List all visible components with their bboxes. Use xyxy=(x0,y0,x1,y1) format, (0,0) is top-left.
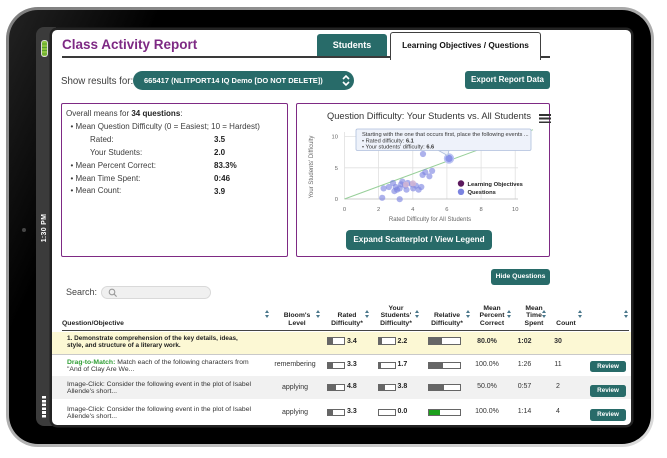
svg-text:• Your students' difficulty:: • Your students' difficulty: 6.6 xyxy=(362,145,434,151)
svg-text:0: 0 xyxy=(343,207,346,213)
svg-text:4: 4 xyxy=(411,207,415,213)
svg-text:Rated Difficulty for All Stude: Rated Difficulty for All Students xyxy=(389,217,471,223)
svg-text:8: 8 xyxy=(479,207,482,213)
svg-text:10: 10 xyxy=(512,207,518,213)
svg-text:Starting with the one that occ: Starting with the one that occurs first,… xyxy=(362,132,529,138)
svg-text:5: 5 xyxy=(335,166,338,172)
svg-text:Questions: Questions xyxy=(468,190,496,196)
svg-text:Learning Objectives: Learning Objectives xyxy=(468,182,523,188)
svg-text:Your Students' Difficulty: Your Students' Difficulty xyxy=(309,136,315,199)
svg-text:• Rated difficulty: 6.1: • Rated difficulty: 6.1 xyxy=(362,138,414,144)
svg-text:6: 6 xyxy=(445,207,448,213)
svg-text:2: 2 xyxy=(377,207,380,213)
svg-text:10: 10 xyxy=(332,135,338,141)
svg-text:0: 0 xyxy=(335,197,338,203)
